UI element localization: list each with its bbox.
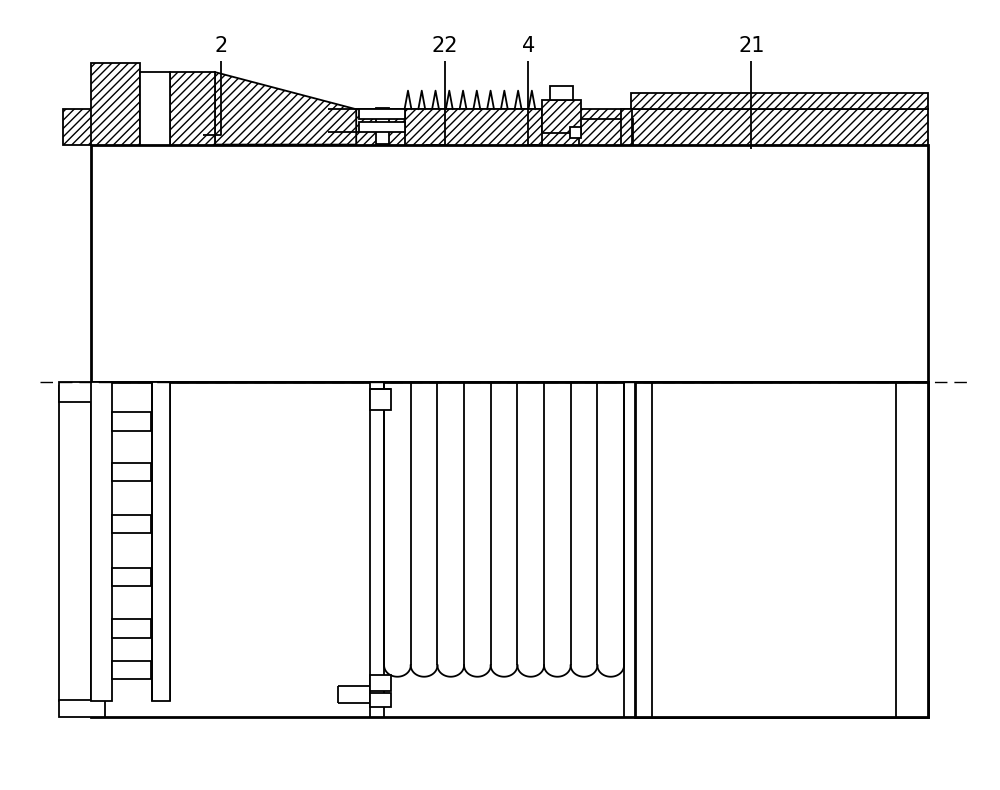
Text: 4: 4 (522, 36, 535, 56)
Bar (570, 127, 581, 138)
Bar (112, 568, 151, 586)
Bar (370, 389, 391, 410)
Bar (550, 86, 573, 100)
Bar (59, 386, 91, 701)
Bar (140, 72, 170, 145)
Bar (370, 694, 391, 707)
Bar (621, 109, 632, 145)
Bar (624, 382, 635, 717)
Bar (152, 382, 170, 701)
Text: 22: 22 (431, 36, 458, 56)
Bar (112, 660, 151, 679)
Bar (91, 109, 928, 145)
Bar (63, 109, 140, 145)
Bar (579, 118, 633, 145)
Text: 2: 2 (215, 36, 228, 56)
Bar (112, 515, 151, 533)
Bar (170, 72, 215, 145)
Bar (91, 382, 928, 717)
Bar (405, 109, 542, 145)
Bar (376, 108, 389, 144)
Text: 21: 21 (738, 36, 765, 56)
Bar (542, 100, 581, 134)
Bar (91, 145, 928, 382)
Bar (112, 412, 151, 431)
Polygon shape (215, 72, 356, 145)
Bar (359, 122, 405, 132)
Bar (112, 619, 151, 638)
Bar (631, 92, 928, 109)
Bar (59, 382, 105, 402)
Bar (635, 382, 928, 717)
Bar (91, 62, 140, 145)
Bar (112, 463, 151, 481)
Bar (359, 109, 405, 118)
Bar (370, 675, 391, 691)
Bar (370, 382, 384, 717)
Bar (91, 382, 112, 701)
Bar (59, 700, 105, 717)
